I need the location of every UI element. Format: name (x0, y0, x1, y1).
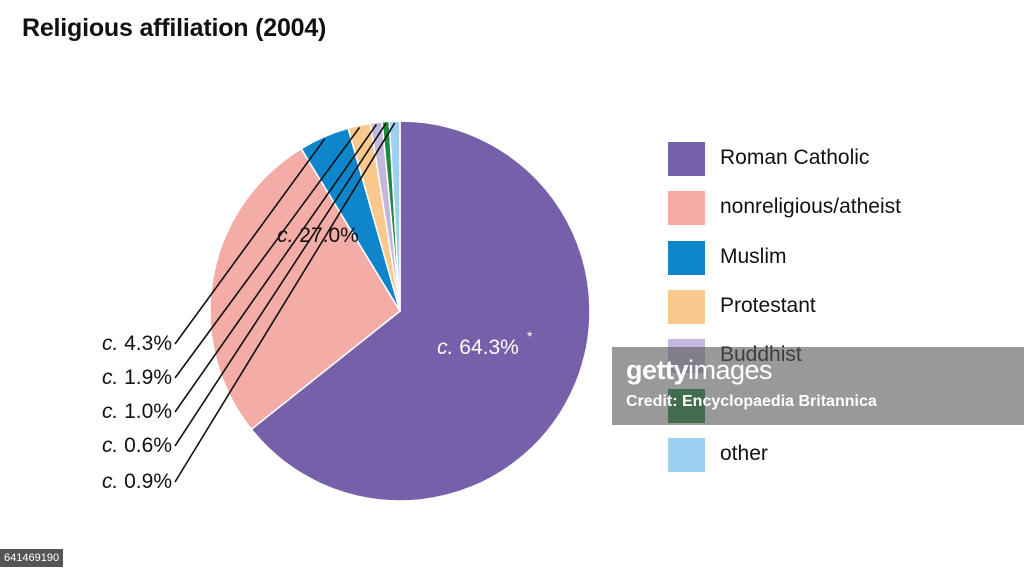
image-id-badge: 641469190 (0, 549, 64, 567)
data-label-roman-catholic: c. 64.3% (437, 336, 519, 359)
pie-slice-other (388, 120, 401, 312)
watermark-logo: gettyimages (626, 355, 773, 385)
leader-line-protestant (174, 126, 361, 379)
data-label-buddhist: c. 1.0% (102, 400, 172, 423)
leader-line-orthodox (174, 123, 387, 447)
legend-swatch (668, 438, 705, 472)
chart-title: Religious affiliation (2004) (22, 14, 327, 42)
data-label-muslim: c. 4.3% (102, 332, 172, 355)
data-label-other: c. 0.9% (102, 470, 172, 493)
pie-slice-nonreligious-atheist (209, 147, 401, 431)
legend-swatch (668, 241, 705, 275)
pie-slice-roman-catholic (250, 120, 591, 502)
legend-label: Roman Catholic (720, 146, 870, 169)
footnote-marker: * (527, 328, 533, 344)
legend-label: nonreligious/atheist (720, 195, 901, 218)
legend-swatch (668, 290, 705, 324)
leader-line-muslim (174, 138, 326, 345)
watermark-credit: Credit: Encyclopaedia Britannica (626, 393, 877, 410)
legend-label: Protestant (720, 294, 816, 317)
leader-line-other (174, 122, 396, 483)
watermark-overlay: gettyimages Credit: Encyclopaedia Britan… (612, 347, 1024, 425)
leader-line-buddhist (174, 124, 378, 413)
data-label-orthodox: c. 0.6% (102, 434, 172, 457)
data-label-protestant: c. 1.9% (102, 366, 172, 389)
legend-swatch (668, 191, 705, 225)
legend-swatch (668, 142, 705, 176)
legend-label: Muslim (720, 245, 787, 268)
legend-label: other (720, 442, 768, 465)
